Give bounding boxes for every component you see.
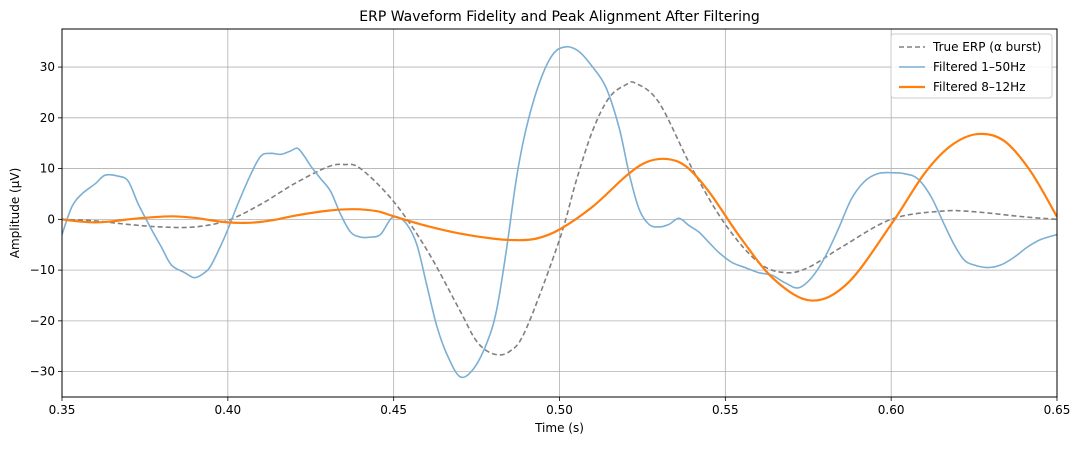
x-axis-title: Time (s) [534, 421, 584, 435]
legend-box [890, 33, 1053, 99]
series-line-1 [62, 81, 1057, 356]
y-axis-title: Amplitude (µV) [8, 168, 22, 259]
x-tick-label: 0.40 [214, 403, 241, 417]
series-group [62, 45, 1057, 379]
y-tick-label: 0 [47, 212, 55, 226]
legend: True ERP (α burst) Filtered 1–50Hz Filtere… [890, 33, 1053, 99]
legend-label-1: True ERP (α burst) [932, 40, 1041, 54]
x-tick-label: 0.45 [380, 403, 407, 417]
x-tick-label: 0.50 [546, 403, 573, 417]
x-tick-label: 0.60 [878, 403, 905, 417]
y-tick-label: 10 [40, 162, 55, 176]
x-tick-label: 0.35 [49, 403, 76, 417]
x-tick-label: 0.65 [1044, 403, 1071, 417]
axis-ticks: 0.35 0.40 0.45 0.50 0.55 0.60 0.65 −30 −20 −10 0 10… [30, 60, 1071, 417]
series-line-2 [62, 45, 1057, 379]
y-tick-label: −30 [30, 365, 55, 379]
legend-label-2: Filtered 1–50Hz [933, 60, 1026, 74]
y-tick-label: −10 [30, 263, 55, 277]
y-tick-label: −20 [30, 314, 55, 328]
chart-title: ERP Waveform Fidelity and Peak Alignment… [359, 9, 759, 25]
y-tick-label: 20 [40, 111, 55, 125]
x-tick-label: 0.55 [712, 403, 739, 417]
series-line-3 [62, 132, 1057, 302]
y-tick-label: 30 [40, 60, 55, 74]
legend-label-3: Filtered 8–12Hz [933, 80, 1026, 94]
